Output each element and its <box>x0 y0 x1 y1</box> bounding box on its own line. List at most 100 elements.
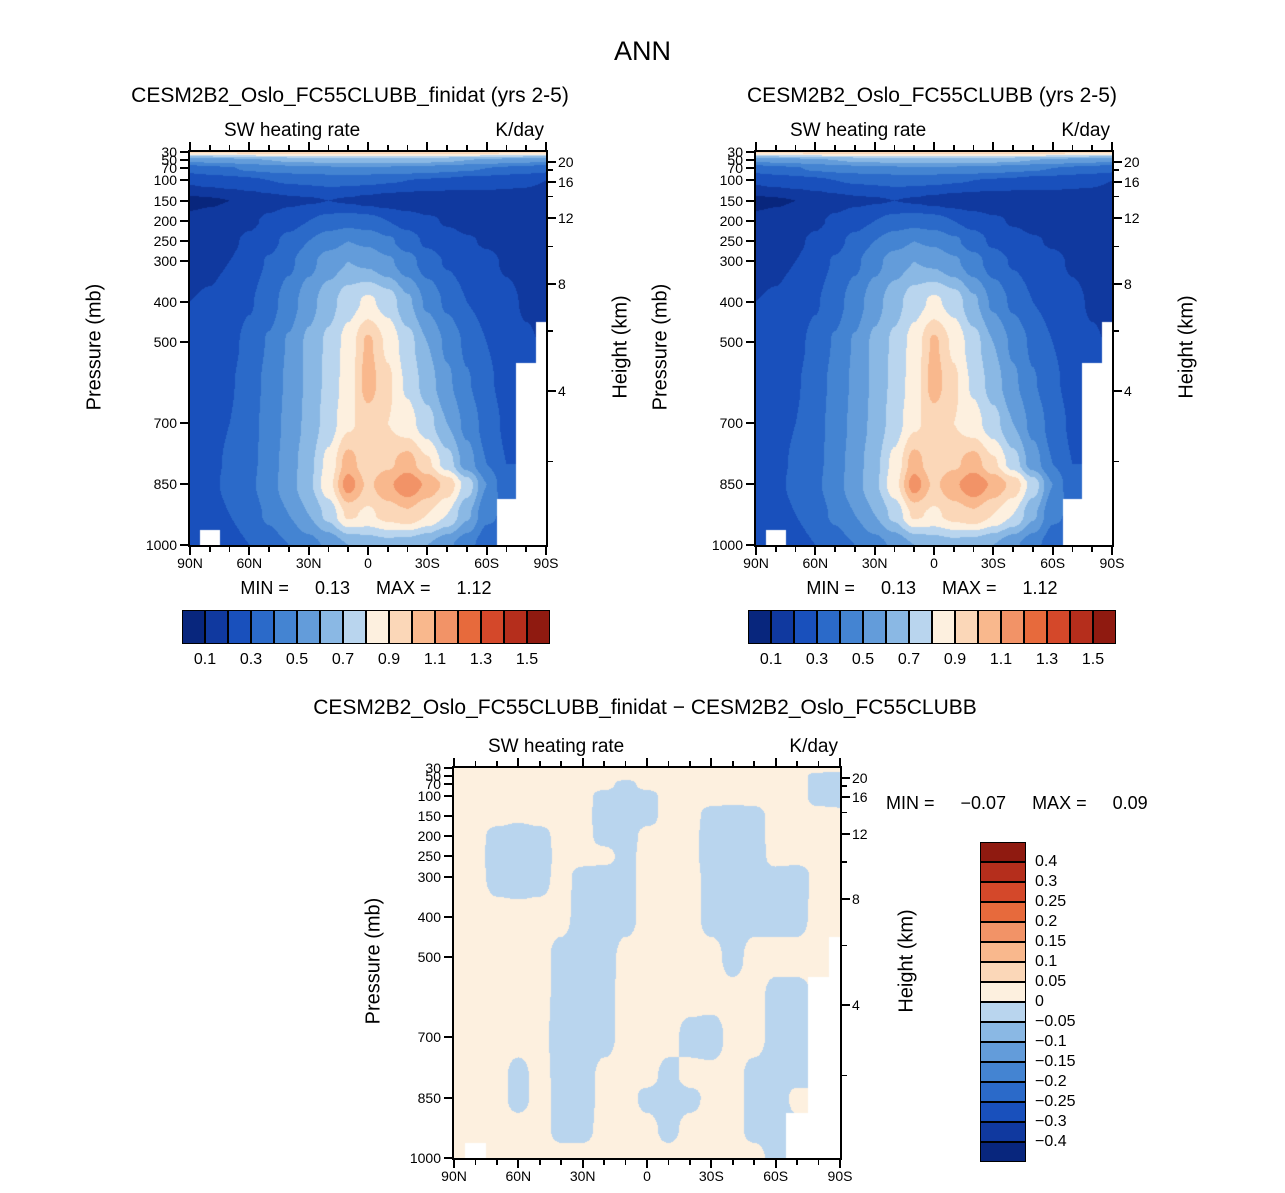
pressure-tick-label: 30 <box>425 760 441 776</box>
field-label-left: SW heating rate <box>224 120 361 141</box>
latitude-minor-tick <box>1012 547 1014 552</box>
min-value: 0.13 <box>880 578 916 598</box>
latitude-tick-label: 60S <box>1040 555 1066 571</box>
height-minor-tick <box>548 460 553 463</box>
pressure-tick-label: 500 <box>719 334 743 351</box>
height-tick-label: 16 <box>1124 173 1140 190</box>
latitude-minor-tick <box>466 145 468 150</box>
height-tick <box>548 180 556 183</box>
latitude-tick <box>1111 142 1113 150</box>
pressure-tick-label: 300 <box>719 253 743 270</box>
latitude-minor-tick <box>913 547 915 552</box>
colorbar-label: 0.7 <box>331 651 355 668</box>
latitude-tick-label: 30S <box>414 555 440 571</box>
latitude-minor-tick <box>913 145 915 150</box>
pressure-tick <box>180 300 188 303</box>
latitude-tick <box>248 142 251 150</box>
pressure-tick-label: 850 <box>153 476 177 493</box>
minmax-row-diff: MIN = −0.07 MAX = 0.09 <box>886 793 1148 814</box>
latitude-minor-tick <box>228 547 231 552</box>
latitude-minor-tick <box>775 547 777 552</box>
latitude-minor-tick <box>796 1160 798 1165</box>
pressure-tick-label: 150 <box>153 192 177 209</box>
height-minor-tick <box>548 330 553 332</box>
colorbar-cell <box>817 610 840 644</box>
latitude-tick <box>545 547 547 555</box>
latitude-minor-tick <box>288 547 290 552</box>
latitude-minor-tick <box>406 145 409 150</box>
contour-canvas-left <box>190 152 546 545</box>
colorbar-cell <box>1093 610 1116 644</box>
colorbar-cell <box>435 610 458 644</box>
colorbar-cell <box>886 610 909 644</box>
colorbar-cell <box>980 902 1026 922</box>
colorbar-left: 0.1 0.3 0.5 0.7 0.9 1.1 1.3 1.5 <box>182 610 550 668</box>
latitude-tick-label: 90S <box>827 1168 853 1184</box>
latitude-tick <box>517 1160 520 1168</box>
height-tick-label: 20 <box>852 770 868 787</box>
pressure-tick <box>180 167 188 170</box>
pressure-tick-label: 200 <box>719 212 743 229</box>
pressure-axis-title-right: Pressure (mb) <box>649 283 672 411</box>
height-minor-tick <box>1114 245 1119 248</box>
latitude-minor-tick <box>667 761 670 766</box>
latitude-minor-tick <box>834 547 836 552</box>
latitude-tick <box>873 547 876 555</box>
panel-title-right: CESM2B2_Oslo_FC55CLUBB (yrs 2-5) <box>747 84 1117 107</box>
latitude-tick <box>248 547 251 555</box>
latitude-tick-label: 0 <box>930 555 938 571</box>
colorbar-label: 1.3 <box>469 651 493 668</box>
colorbar-cell <box>228 610 251 644</box>
pressure-tick-label: 150 <box>719 192 743 209</box>
pressure-tick <box>746 483 754 486</box>
pressure-tick <box>180 544 188 546</box>
units-label-right: K/day <box>1061 120 1110 141</box>
colorbar-label: 0.7 <box>897 651 921 668</box>
latitude-minor-tick <box>560 1160 562 1165</box>
colorbar-cell <box>320 610 343 644</box>
height-tick <box>548 283 556 286</box>
colorbar-label: 0.9 <box>377 651 401 668</box>
height-tick <box>1114 180 1122 183</box>
pressure-tick-label: 30 <box>727 144 743 160</box>
latitude-tick <box>710 1160 713 1168</box>
colorbar-label: −0.1 <box>1035 1033 1067 1050</box>
pressure-tick <box>444 815 452 818</box>
colorbar-label: 0.5 <box>285 651 309 668</box>
colorbar-label: 1.5 <box>515 651 539 668</box>
latitude-tick <box>485 142 488 150</box>
latitude-tick-label: 60N <box>505 1168 532 1184</box>
pressure-tick <box>180 151 188 153</box>
height-tick-label: 20 <box>1124 154 1140 171</box>
colorbar-cell <box>412 610 435 644</box>
colorbar-label: 0.9 <box>943 651 967 668</box>
colorbar-cell <box>205 610 228 644</box>
latitude-minor-tick <box>496 761 498 766</box>
latitude-tick-label: 30S <box>980 555 1006 571</box>
height-tick <box>1114 161 1122 164</box>
pressure-tick <box>444 767 452 769</box>
latitude-tick <box>933 142 935 150</box>
latitude-minor-tick <box>1091 145 1093 150</box>
height-tick-label: 4 <box>852 997 860 1014</box>
pressure-axis-title-left: Pressure (mb) <box>83 283 106 411</box>
colorbar-label: −0.05 <box>1035 1013 1076 1030</box>
pressure-tick-label: 100 <box>153 172 177 189</box>
height-tick <box>842 898 850 901</box>
pressure-tick <box>746 300 754 303</box>
pressure-tick-label: 70 <box>425 776 441 793</box>
latitude-tick-label: 90N <box>177 555 203 571</box>
colorbar-label: −0.4 <box>1035 1133 1067 1150</box>
pressure-tick-label: 700 <box>153 415 177 432</box>
latitude-tick <box>992 547 995 555</box>
colorbar-cell <box>980 1062 1026 1082</box>
height-tick-label: 4 <box>1124 383 1132 400</box>
latitude-minor-tick <box>603 761 605 766</box>
height-minor-tick <box>1114 169 1119 171</box>
latitude-minor-tick <box>268 547 270 552</box>
colorbar-cell <box>794 610 817 644</box>
pressure-tick-label: 700 <box>417 1029 441 1046</box>
max-value: 0.09 <box>1112 793 1148 813</box>
colorbar-label: 1.1 <box>423 651 447 668</box>
colorbar-cell <box>980 962 1026 982</box>
